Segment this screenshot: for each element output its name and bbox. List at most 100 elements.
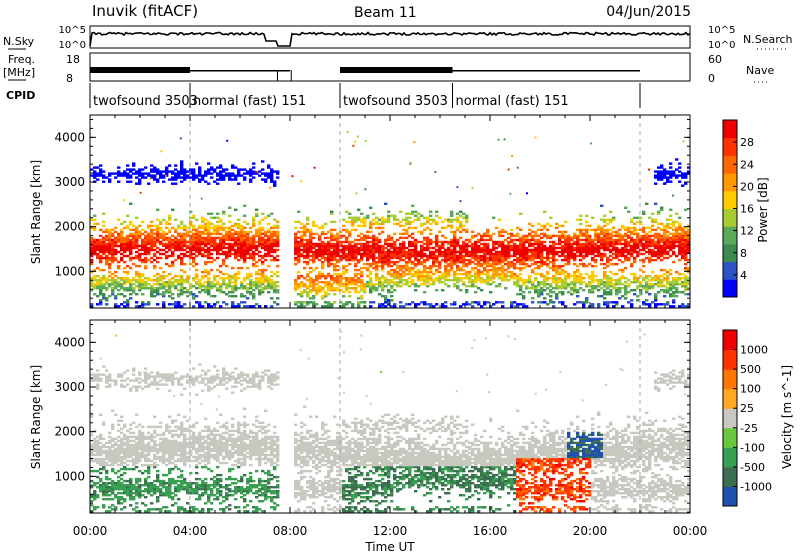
scatter-cell	[525, 246, 529, 250]
scatter-cell	[243, 305, 247, 308]
scatter-cell	[300, 293, 304, 296]
scatter-cell	[264, 281, 268, 284]
scatter-cell	[348, 240, 352, 244]
scatter-cell	[471, 285, 475, 288]
scatter-cell	[462, 258, 466, 262]
scatter-cell	[207, 228, 211, 232]
scatter-cell	[396, 285, 400, 288]
scatter-cell	[240, 281, 244, 284]
scatter-cell	[219, 226, 223, 230]
scatter-cell	[549, 289, 553, 292]
scatter-cell	[189, 242, 193, 246]
scatter-cell	[471, 254, 475, 258]
scatter-cell	[345, 301, 349, 304]
scatter-cell	[153, 258, 157, 262]
scatter-cell	[543, 301, 547, 304]
scatter-cell	[273, 184, 277, 187]
scatter-cell	[153, 254, 157, 258]
scatter-cell	[486, 274, 490, 278]
scatter-cell	[354, 246, 358, 250]
scatter-cell	[414, 258, 418, 262]
scatter-cell	[531, 236, 535, 240]
scatter-cell	[492, 240, 496, 244]
scatter-cell	[102, 236, 106, 240]
scatter-cell	[501, 301, 505, 304]
scatter-cell	[546, 303, 550, 306]
scatter-cell	[165, 220, 169, 224]
scatter-cell	[330, 212, 334, 215]
scatter-cell	[216, 244, 220, 248]
scatter-cell	[591, 256, 595, 260]
scatter-cell	[672, 287, 676, 290]
scatter-cell	[213, 232, 217, 236]
scatter-cell	[267, 238, 271, 242]
scatter-cell	[435, 238, 439, 242]
scatter-cell	[339, 240, 343, 244]
scatter-cell	[105, 279, 109, 282]
scatter-cell	[312, 250, 316, 254]
scatter-cell	[369, 248, 373, 252]
scatter-cell	[438, 216, 442, 219]
scatter-cell	[135, 170, 139, 173]
scatter-cell	[333, 250, 337, 254]
scatter-cell	[177, 303, 181, 306]
scatter-cell	[99, 260, 103, 264]
scatter-cell	[681, 234, 685, 238]
scatter-cell	[297, 246, 301, 250]
scatter-cell	[417, 212, 421, 215]
scatter-cell	[96, 285, 100, 288]
scatter-cell	[582, 250, 586, 254]
scatter-cell	[168, 285, 172, 288]
scatter-cell	[114, 250, 118, 254]
scatter-cell	[684, 287, 688, 290]
scatter-cell	[603, 234, 607, 238]
scatter-cell	[549, 299, 553, 302]
scatter-cell	[420, 224, 424, 228]
scatter-cell	[579, 272, 583, 276]
scatter-cell	[135, 236, 139, 240]
scatter-cell	[516, 246, 520, 250]
scatter-cell	[366, 214, 370, 217]
scatter-cell	[654, 258, 658, 262]
scatter-cell	[198, 305, 202, 308]
scatter-cell	[534, 232, 538, 236]
scatter-cell	[174, 242, 178, 246]
scatter-cell	[663, 252, 667, 256]
scatter-cell	[237, 254, 241, 258]
scatter-cell	[252, 258, 256, 262]
scatter-cell	[264, 279, 268, 282]
scatter-cell	[651, 224, 655, 228]
scatter-cell	[177, 248, 181, 252]
freq-trace	[90, 67, 640, 81]
scatter-cell	[414, 250, 418, 254]
scatter-cell	[660, 258, 664, 262]
scatter-cell	[393, 222, 397, 226]
scatter-cell	[558, 285, 562, 288]
scatter-cell	[399, 248, 403, 252]
scatter-cell	[372, 236, 376, 240]
scatter-cell	[528, 222, 532, 226]
scatter-cell	[138, 224, 142, 228]
scatter-cell	[507, 250, 511, 254]
scatter-cell	[120, 246, 124, 250]
scatter-cell	[336, 283, 340, 286]
scatter-cell	[672, 293, 676, 296]
scatter-cell	[195, 174, 199, 177]
scatter-cell	[654, 277, 658, 280]
scatter-cell	[672, 242, 676, 246]
scatter-cell	[306, 222, 310, 226]
scatter-cell	[231, 232, 235, 236]
scatter-cell	[177, 289, 181, 292]
scatter-cell	[483, 234, 487, 238]
scatter-cell	[381, 226, 385, 230]
scatter-cell	[252, 244, 256, 248]
scatter-cell	[333, 266, 337, 270]
scatter-cell	[540, 246, 544, 250]
scatter-cell	[564, 242, 568, 246]
scatter-cell	[618, 238, 622, 242]
scatter-cell	[405, 246, 409, 250]
scatter-cell	[618, 279, 622, 282]
scatter-cell	[600, 256, 604, 260]
scatter-cell	[102, 220, 106, 224]
scatter-cell	[234, 252, 238, 256]
